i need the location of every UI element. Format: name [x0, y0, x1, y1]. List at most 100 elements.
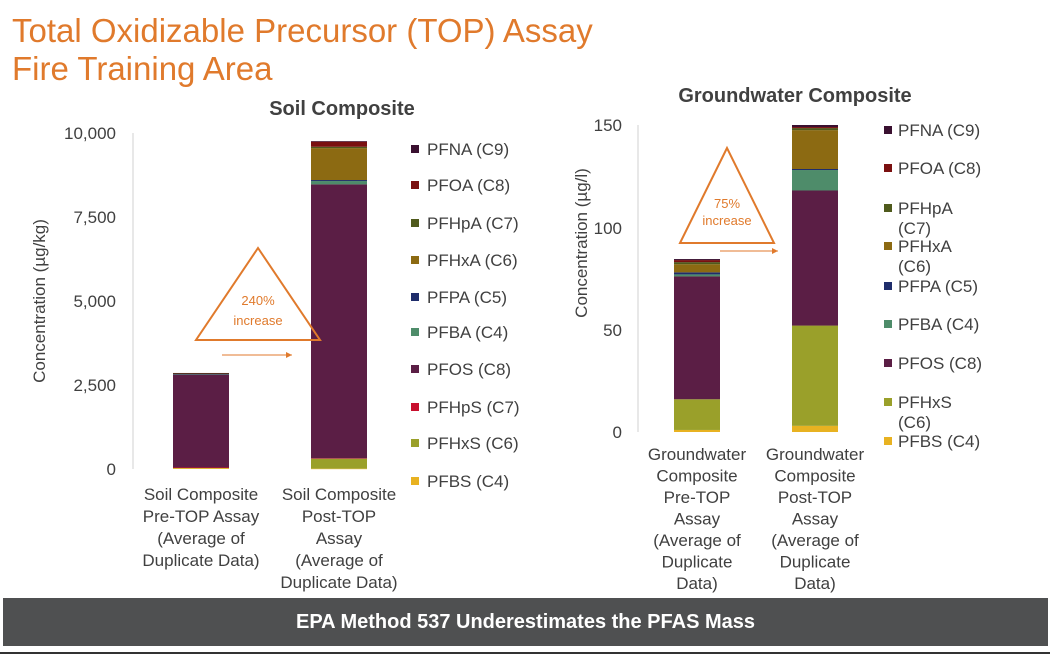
bottom-divider — [0, 652, 1050, 654]
gw-category-label: Pre-TOP — [664, 488, 731, 507]
soil-legend-label: PFBA (C4) — [427, 323, 508, 342]
gw-bar-segment — [792, 170, 838, 191]
slide-title: Total Oxidizable Precursor (TOP) Assay F… — [12, 12, 593, 88]
soil-bar-segment — [311, 184, 367, 459]
charts-canvas: Soil Composite 10,000 7,500 5,000 2,500 0 Conc… — [30, 85, 982, 593]
soil-legend-label: PFPA (C5) — [427, 288, 507, 307]
soil-category-label: Duplicate Data) — [280, 573, 397, 592]
soil-legend-swatch — [411, 145, 419, 153]
gw-category-label: Groundwater — [766, 445, 865, 464]
soil-legend-label: PFBS (C4) — [427, 472, 509, 491]
soil-bar-segment — [311, 458, 367, 469]
gw-legend-label: (C7) — [898, 219, 931, 238]
gw-category-label: Post-TOP — [778, 488, 852, 507]
gw-increase-percent: 75% — [714, 196, 740, 211]
soil-category-label: Soil Composite — [144, 485, 258, 504]
soil-category-label: (Average of — [295, 551, 383, 570]
soil-bar-segment — [311, 148, 367, 181]
soil-bar-segment — [311, 181, 367, 185]
soil-legend-swatch — [411, 328, 419, 336]
soil-category-label: (Average of — [157, 529, 245, 548]
soil-y-tick-label: 7,500 — [73, 208, 116, 227]
gw-bar-segment — [674, 272, 720, 275]
soil-legend-label: PFHpA (C7) — [427, 214, 519, 233]
soil-bar-segment — [173, 468, 229, 469]
gw-bar-segment — [792, 128, 838, 131]
gw-bar-segment — [674, 276, 720, 400]
gw-legend-label: PFNA (C9) — [898, 121, 980, 140]
soil-legend-swatch — [411, 477, 419, 485]
soil-bar-segment — [173, 374, 229, 468]
gw-category-label: Data) — [676, 574, 718, 593]
gw-category-label: Composite — [656, 467, 737, 486]
soil-increase-label: increase — [233, 313, 282, 328]
soil-legend-swatch — [411, 219, 419, 227]
soil-chart-title: Soil Composite — [269, 98, 415, 120]
soil-legend-swatch — [411, 439, 419, 447]
soil-bar-segment — [173, 372, 229, 374]
soil-bar-segment — [173, 373, 229, 375]
gw-legend-label: PFPA (C5) — [898, 277, 978, 296]
gw-legend-swatch — [884, 204, 892, 212]
soil-increase-arrowhead — [286, 352, 292, 358]
gw-bar-segment — [792, 125, 838, 128]
gw-bar-segment — [792, 425, 838, 432]
soil-y-tick-label: 5,000 — [73, 292, 116, 311]
soil-increase-percent: 240% — [241, 293, 275, 308]
gw-increase-label: increase — [702, 213, 751, 228]
gw-chart-title: Groundwater Composite — [678, 85, 911, 107]
gw-legend-label: PFOA (C8) — [898, 159, 981, 178]
gw-category-label: (Average of — [771, 531, 859, 550]
gw-bar-segment — [792, 190, 838, 326]
soil-legend-swatch — [411, 293, 419, 301]
gw-category-label: Assay — [792, 510, 839, 529]
gw-increase-triangle — [678, 145, 776, 244]
gw-legend-label: PFHxA — [898, 237, 953, 256]
soil-bar-segment — [311, 146, 367, 149]
soil-legend-label: PFOS (C8) — [427, 360, 511, 379]
gw-legend-label: PFBS (C4) — [898, 432, 980, 451]
gw-legend-label: (C6) — [898, 257, 931, 276]
soil-legend-swatch — [411, 181, 419, 189]
soil-y-tick-label: 0 — [107, 460, 116, 479]
gw-y-axis-label: Concentration (µg/l) — [572, 168, 591, 318]
gw-legend-swatch — [884, 398, 892, 406]
gw-category-label: Duplicate — [780, 553, 851, 572]
gw-increase-arrowhead — [772, 248, 778, 254]
soil-legend-label: PFHpS (C7) — [427, 398, 520, 417]
gw-category-label: Assay — [674, 510, 721, 529]
gw-category-label: (Average of — [653, 531, 741, 550]
gw-legend-label: PFHpA — [898, 199, 953, 218]
soil-y-tick-label: 10,000 — [64, 124, 116, 143]
soil-bar-segment — [311, 141, 367, 142]
soil-category-label: Assay — [316, 529, 363, 548]
soil-legend-label: PFOA (C8) — [427, 176, 510, 195]
gw-legend-label: (C6) — [898, 413, 931, 432]
gw-y-tick-label: 0 — [613, 423, 622, 442]
soil-legend-label: PFHxS (C6) — [427, 434, 519, 453]
gw-bar-segment — [674, 399, 720, 430]
gw-legend-swatch — [884, 359, 892, 367]
soil-bar-segment — [173, 374, 229, 375]
gw-bar-segment — [674, 259, 720, 261]
gw-legend-swatch — [884, 242, 892, 250]
gw-bar-segment — [674, 429, 720, 432]
soil-bar-segment — [311, 458, 367, 459]
soil-bar-segment — [173, 467, 229, 468]
footer-text: EPA Method 537 Underestimates the PFAS M… — [295, 610, 756, 633]
slide-title-line1: Total Oxidizable Precursor (TOP) Assay — [12, 12, 593, 49]
footer-banner: EPA Method 537 Underestimates the PFAS M… — [3, 598, 1048, 646]
gw-bar-segment — [674, 274, 720, 277]
gw-category-label: Data) — [794, 574, 836, 593]
gw-bar-segment — [674, 262, 720, 265]
gw-y-tick-label: 100 — [594, 219, 622, 238]
gw-legend-swatch — [884, 282, 892, 290]
soil-category-label: Soil Composite — [282, 485, 396, 504]
gw-bar-segment — [792, 169, 838, 171]
gw-y-tick-label: 150 — [594, 116, 622, 135]
soil-bar-segment — [311, 180, 367, 182]
soil-legend-label: PFHxA (C6) — [427, 251, 518, 270]
gw-category-label: Composite — [774, 467, 855, 486]
gw-legend-swatch — [884, 164, 892, 172]
gw-bar-segment — [792, 325, 838, 426]
